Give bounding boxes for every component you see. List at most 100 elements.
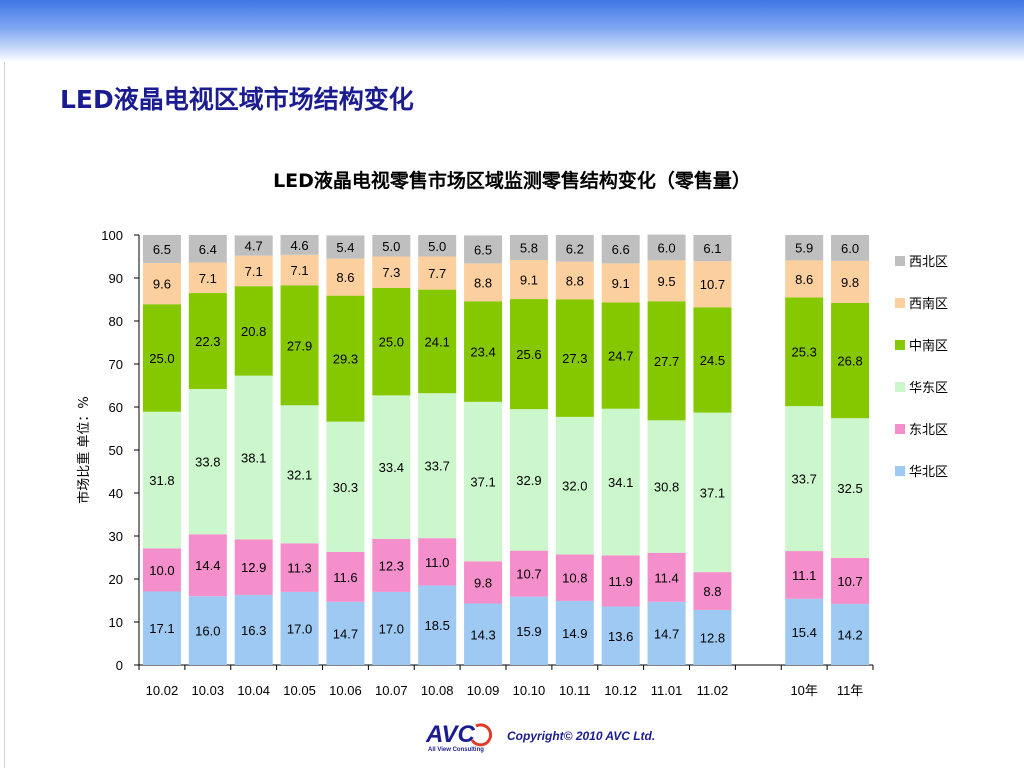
bar-segment [188,293,227,389]
bar-segment [142,548,181,592]
y-tick-label: 100 [101,228,123,243]
data-label: 15.4 [792,625,817,640]
x-tick-label: 11年 [837,683,864,698]
legend-swatch [895,298,905,308]
avc-logo: AVC All View Consulting [425,721,493,753]
data-label: 32.9 [516,473,541,488]
data-label: 8.6 [795,272,813,287]
x-tick-label: 10.03 [192,683,225,698]
header-gradient-bar [0,0,1024,62]
bar-segment [188,596,227,665]
data-label: 6.6 [612,242,630,257]
bar-segment [601,408,640,556]
bar-segment [372,256,411,288]
bar-segment [785,406,824,552]
bar-segment [785,235,824,261]
data-label: 5.0 [382,239,400,254]
legend-label: 西北区 [909,255,948,270]
data-label: 24.1 [425,334,450,349]
bar-segment [601,555,640,607]
legend-label: 中南区 [909,338,948,354]
data-label: 27.7 [654,354,679,369]
bar-segment [326,258,365,296]
data-label: 14.7 [333,626,358,641]
data-label: 33.7 [425,459,450,474]
bar-segment [601,235,640,264]
legend-swatch [895,424,905,434]
bar-segment [693,235,732,262]
x-tick-label: 11.02 [697,683,729,698]
bar-segment [372,395,411,540]
bar-segment [188,534,227,597]
bar-segment [555,299,594,417]
data-label: 32.0 [562,479,587,494]
data-label: 33.8 [195,455,220,470]
left-divider-line [4,62,5,768]
data-label: 11.1 [792,568,816,583]
bar-segment [464,301,503,402]
bar-segment [188,388,227,535]
data-label: 6.4 [199,242,217,257]
bar-segment [372,539,411,592]
bar-segment [418,585,457,665]
bar-segment [509,235,548,260]
data-label: 32.1 [287,467,312,482]
data-label: 17.1 [149,621,174,636]
bar-segment [142,262,181,305]
x-tick-label: 10.02 [146,683,179,698]
bar-segment [555,416,594,555]
bar-segment [464,263,503,302]
y-tick-label: 0 [116,658,123,673]
bar-segment [326,421,365,552]
bar-segment [693,412,732,573]
data-label: 11.0 [425,555,449,570]
y-tick-label: 40 [109,486,123,501]
data-label: 17.0 [287,621,312,636]
bar-segment [234,286,273,376]
data-label: 7.1 [199,271,217,286]
bar-segment [326,551,365,602]
x-tick-label: 10.05 [283,683,316,698]
legend-swatch [895,382,905,392]
data-label: 30.3 [333,480,358,495]
y-axis-label: 市场比重 单位：% [76,396,92,504]
bar-segment [693,307,732,413]
data-label: 25.6 [516,347,541,362]
bar-segment [647,552,686,602]
data-label: 30.8 [654,480,679,495]
data-label: 7.3 [382,265,400,280]
data-label: 34.1 [608,475,633,490]
legend-label: 华北区 [909,465,948,480]
data-label: 14.3 [470,627,495,642]
x-tick-label: 10.10 [513,683,546,698]
bar-segment [142,591,181,665]
data-label: 5.0 [428,239,446,254]
data-label: 14.2 [837,627,862,642]
bar-segment [372,235,411,257]
legend-swatch [895,256,905,266]
data-label: 8.8 [703,584,721,599]
bar-segment [234,255,273,287]
bar-segment [280,235,319,255]
bar-segment [280,254,319,286]
data-label: 11.4 [654,570,678,585]
bar-segment [647,260,686,302]
bar-segment [418,256,457,290]
data-label: 23.4 [470,345,495,360]
bar-segment [372,287,411,396]
data-label: 9.8 [474,575,492,590]
data-label: 6.1 [703,241,721,256]
bar-segment [785,551,824,599]
data-label: 9.1 [520,273,538,288]
legend-label: 西南区 [909,296,948,312]
data-label: 33.4 [379,460,404,475]
data-label: 10.7 [700,277,725,292]
y-tick-label: 70 [109,357,123,372]
bar-segment [831,557,870,604]
data-label: 7.1 [291,263,309,278]
data-label: 27.3 [562,351,587,366]
data-label: 6.0 [658,240,676,255]
bar-segment [464,561,503,604]
chart-title: LED液晶电视零售市场区域监测零售结构变化（零售量） [273,170,751,192]
bar-segment [693,609,732,665]
